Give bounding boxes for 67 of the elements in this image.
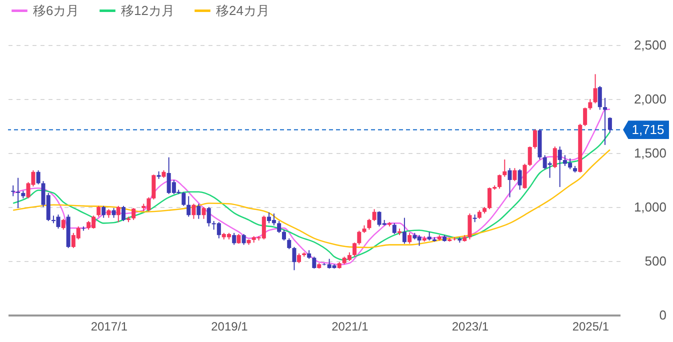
candlestick [588,98,592,110]
candlestick [392,222,396,234]
candlestick [593,74,598,104]
candlestick [292,246,296,271]
x-tick-label: 2019/1 [211,320,248,334]
candlestick [468,212,472,240]
candlestick [282,229,286,241]
candlestick [287,238,292,250]
line-series [12,149,611,248]
candlestick [102,205,106,218]
x-tick-label: 2025/1 [572,320,610,334]
candlestick [242,234,246,246]
x-tick-label: 2017/1 [90,320,128,334]
candlestick [61,218,66,230]
candlestick [96,205,101,218]
candlestick [182,191,186,206]
candlestick [236,234,241,244]
y-tick-label: 2,000 [634,92,666,106]
candlestick [598,86,602,110]
x-tick-label: 2021/1 [332,320,369,334]
y-tick-label: 1,500 [634,146,666,160]
candlestick [583,107,588,126]
y-tick-label: 2,500 [634,38,666,52]
candlestick [508,168,512,198]
candlestick [518,168,522,190]
candlestick [603,97,608,146]
ref-line-label: 1,715 [632,122,664,137]
legend-label: 移24カ月 [216,2,270,18]
candlestick [372,208,376,222]
candlestick [277,220,282,234]
y-tick-label: 1,000 [634,200,666,214]
candlestick [357,230,362,246]
y-tick-label: 0 [659,308,666,322]
candlestick [552,146,557,169]
candlestick [502,158,507,178]
candlestick [112,208,116,218]
candlestick [206,206,211,227]
candlestick [122,205,126,222]
candlestick [116,205,120,223]
candlestick [528,146,532,166]
candlestick [408,232,412,244]
candlestick [192,203,196,220]
x-tick-label: 2023/1 [452,320,489,334]
candlestick [132,208,136,220]
y-tick-label: 500 [644,254,666,268]
candlestick [498,174,502,190]
legend-label: 移12カ月 [121,2,174,18]
candlestick [522,163,527,190]
candlestick [202,206,206,220]
candlestick [367,218,372,230]
candlestick [312,256,316,270]
candlestick [297,252,302,264]
candlestick [196,203,201,220]
candlestick [352,242,357,258]
candlestick [232,232,236,246]
candlestick [402,217,406,244]
candlestick [532,128,537,150]
candlestick [11,184,16,197]
candlestick [16,177,20,209]
candlestick [608,116,612,133]
candlestick [152,174,156,200]
candlestick [186,196,191,218]
candlestick [558,146,562,188]
candlestick [512,168,517,182]
line-series [12,131,611,261]
candlestick [36,170,40,185]
legend-label: 移6カ月 [33,2,80,18]
